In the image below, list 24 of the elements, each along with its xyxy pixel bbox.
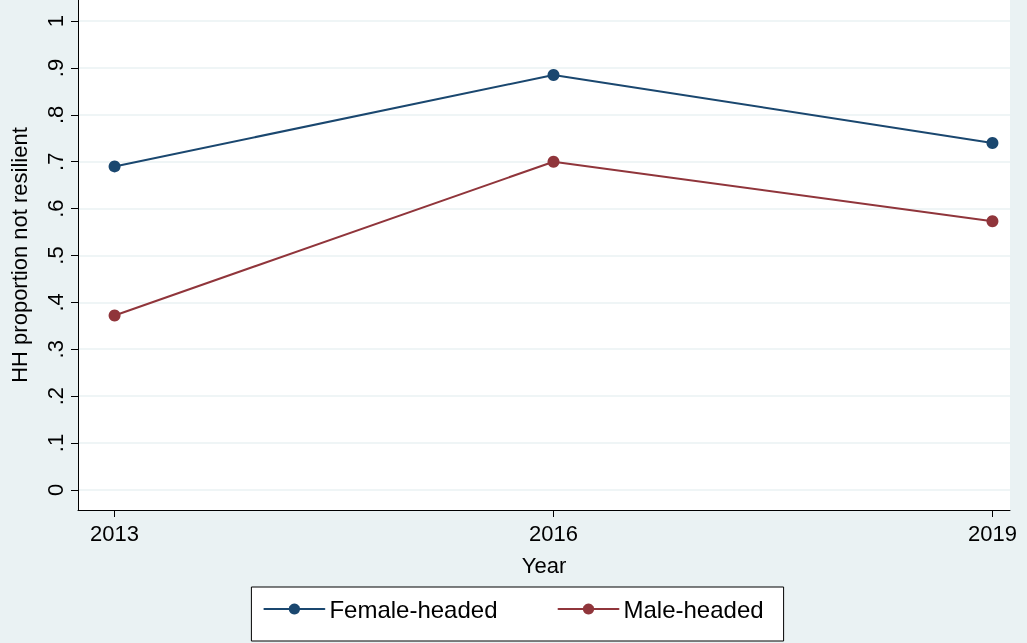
x-tick-label: 2019	[967, 520, 1017, 546]
point	[986, 215, 999, 228]
x-axis-title: Year	[521, 552, 567, 578]
y-tick-label: .7	[42, 152, 68, 171]
point	[108, 160, 121, 173]
point	[986, 136, 999, 149]
x-tick-label: 2013	[90, 520, 140, 546]
y-tick-label: .8	[42, 105, 68, 125]
y-tick-label: 0	[42, 483, 68, 496]
y-tick-label: .1	[42, 433, 68, 453]
x-tick-label: 2016	[529, 520, 578, 546]
y-tick-label: .4	[42, 293, 68, 312]
y-tick-label: .9	[42, 58, 68, 78]
y-axis-title: HH proportion not resilient	[6, 127, 32, 383]
point	[108, 309, 121, 322]
point	[547, 155, 560, 168]
legend-label: Male-headed	[623, 595, 764, 623]
y-tick-label: .5	[42, 246, 68, 265]
legend-label: Female-headed	[329, 595, 498, 623]
y-tick-label: 1	[42, 14, 68, 28]
y-tick-label: .6	[42, 199, 68, 218]
y-tick-label: .3	[42, 340, 68, 359]
y-tick-label: .2	[42, 386, 68, 406]
point	[547, 69, 560, 81]
